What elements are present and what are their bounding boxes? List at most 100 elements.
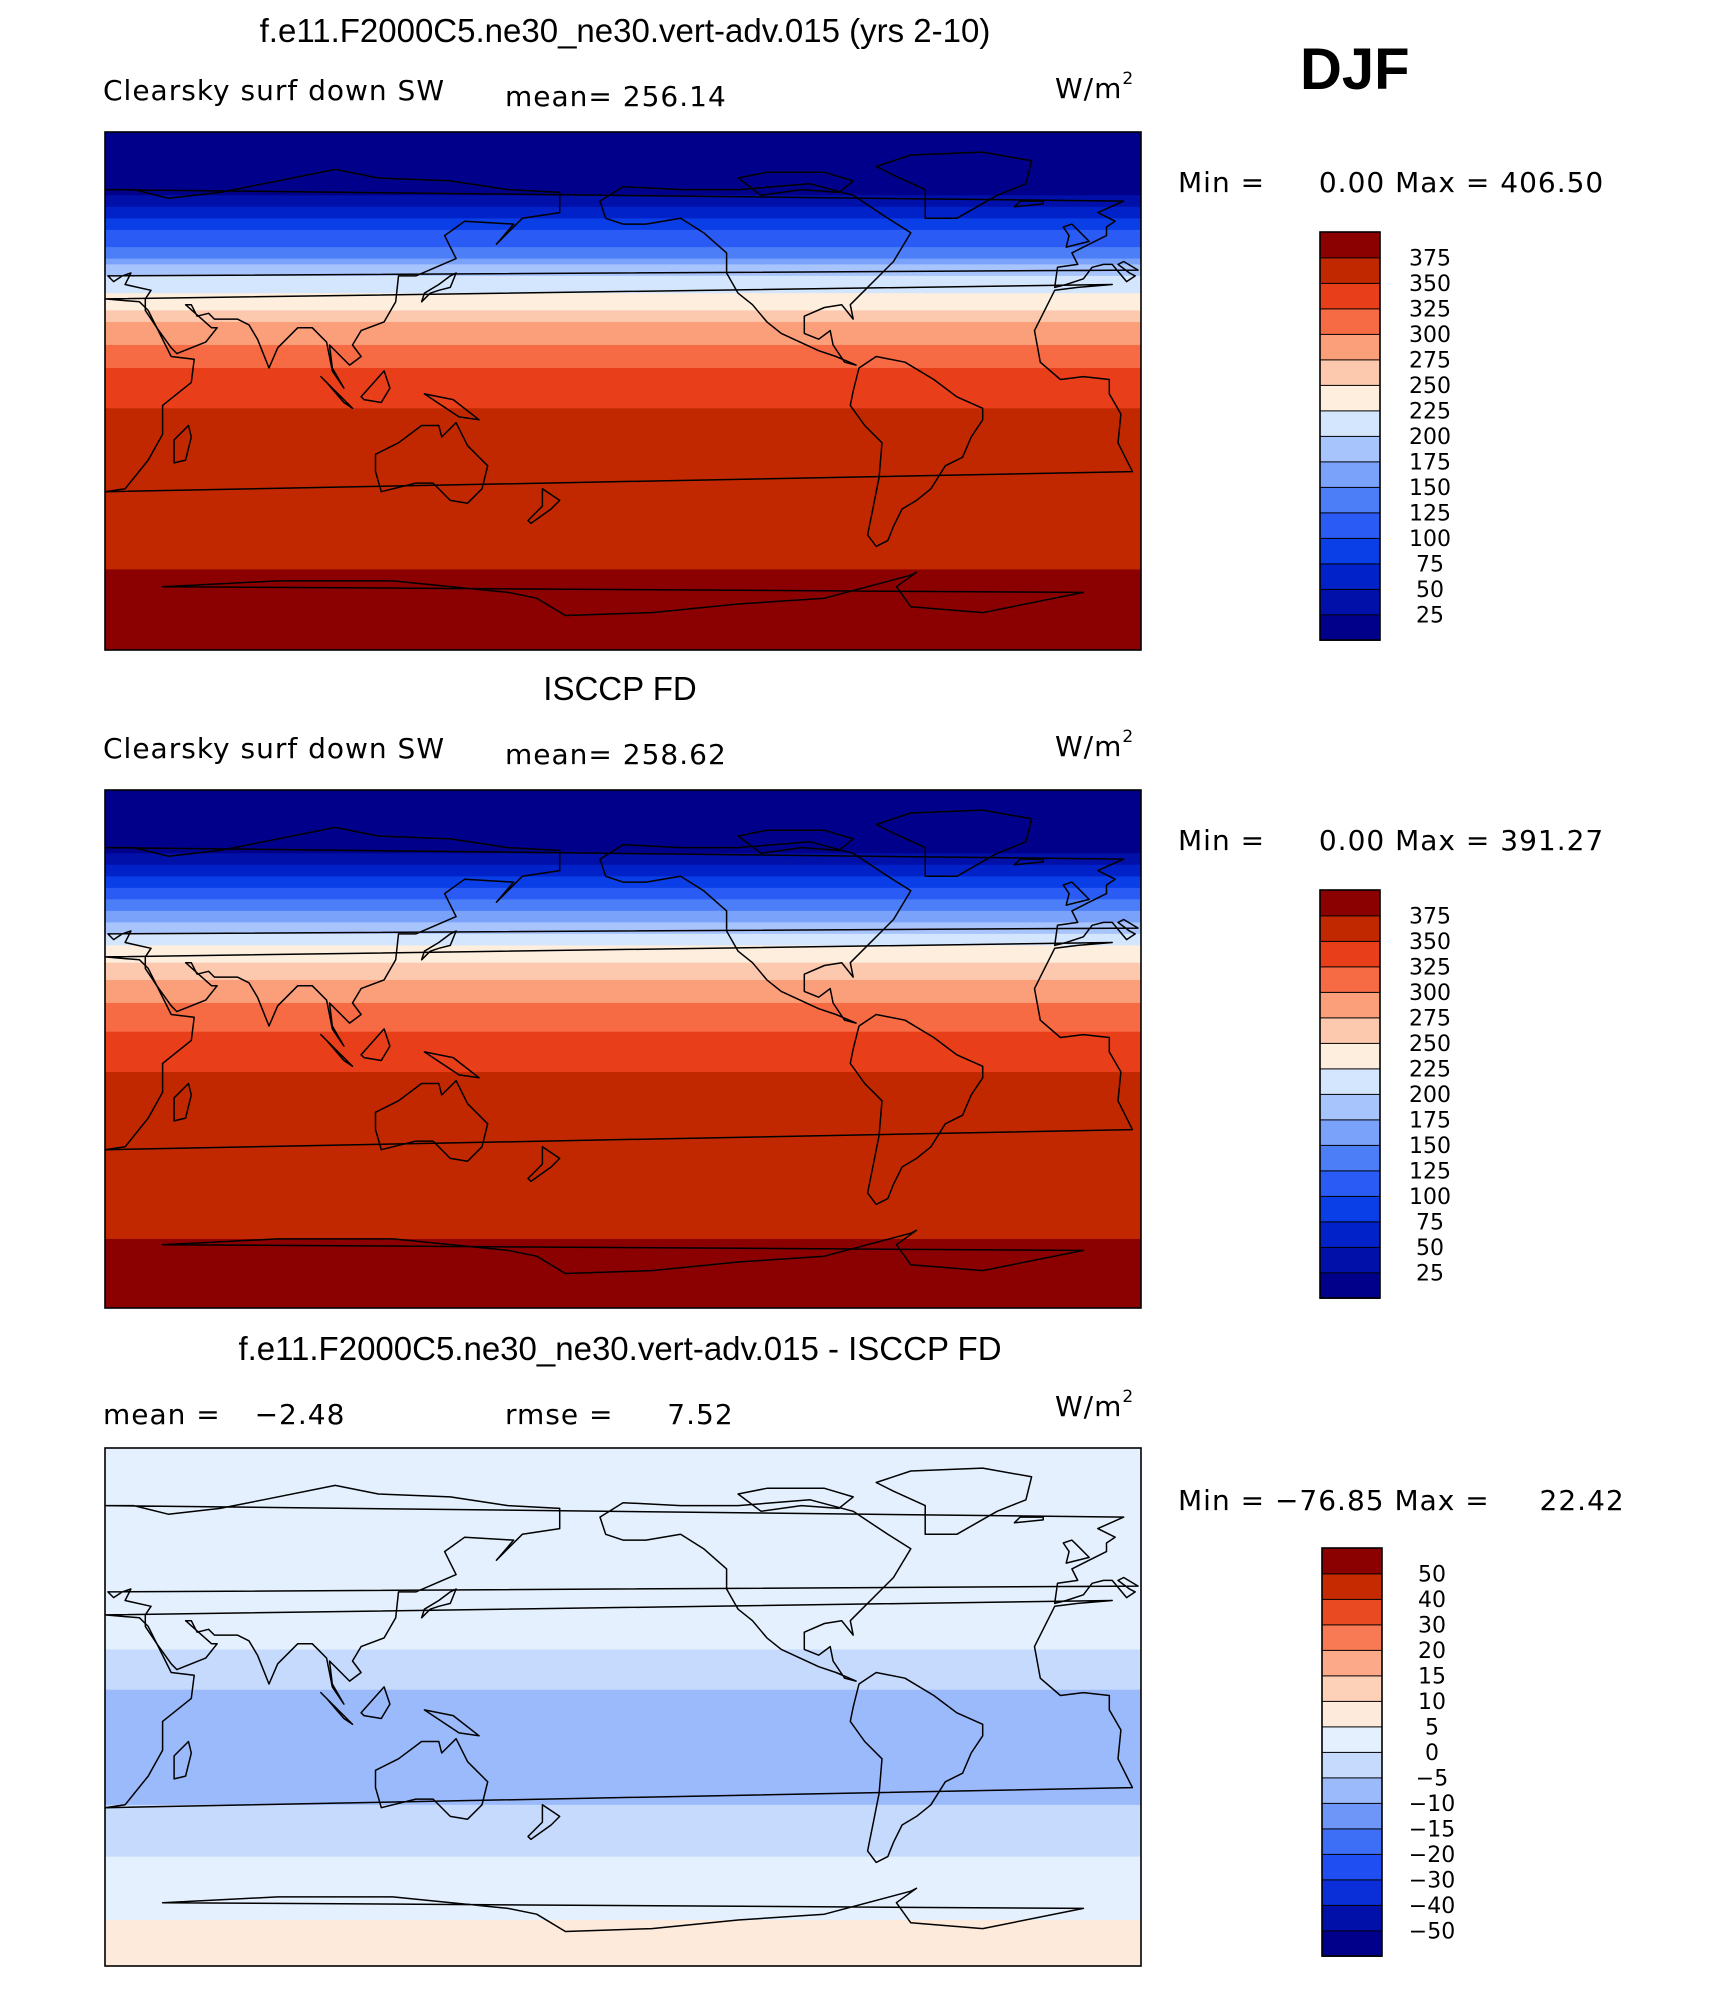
map2-band — [105, 870, 1141, 877]
colorbar3-swatch — [1321, 1547, 1383, 1575]
map3-band — [105, 1873, 1141, 1881]
colorbar1-tick-label: 75 — [1416, 553, 1444, 578]
map2-band — [105, 1296, 1141, 1303]
panel1-mean-value: 256.14 — [622, 80, 727, 113]
map3-band — [105, 1776, 1141, 1783]
colorbar2-swatch — [1319, 1119, 1381, 1146]
map2-band — [105, 1261, 1141, 1269]
colorbar2-tick-label: 125 — [1409, 1160, 1451, 1185]
map2-band — [105, 1106, 1141, 1113]
panel2-units-exp: 2 — [1122, 726, 1135, 747]
map1-band — [105, 344, 1141, 352]
colorbar2-swatch — [1319, 1093, 1381, 1121]
map1-band — [105, 264, 1141, 271]
colorbar2-tick-label: 175 — [1409, 1109, 1451, 1134]
map1-band — [105, 229, 1141, 237]
map3-band — [105, 1799, 1141, 1806]
panel1-units-base: W/m — [1055, 72, 1123, 105]
map2-band — [105, 818, 1141, 826]
map1-band — [105, 195, 1141, 202]
colorbar2-tick-label: 300 — [1409, 981, 1451, 1006]
map1-band — [105, 367, 1141, 375]
map3-band — [105, 1494, 1141, 1501]
map2-band — [105, 1089, 1141, 1096]
map2-coastline — [423, 1051, 480, 1079]
colorbar2-swatch — [1319, 889, 1381, 917]
colorbar1-swatch — [1319, 333, 1381, 361]
panel1-title: f.e11.F2000C5.ne30_ne30.vert-adv.015 (yr… — [259, 12, 991, 49]
panel2-units: W/m2 — [1055, 726, 1135, 763]
map2-band — [105, 1210, 1141, 1217]
map2-band — [105, 956, 1141, 964]
map2-band — [105, 1279, 1141, 1286]
map2-coastline — [420, 930, 457, 961]
colorbar2-tick-label: 225 — [1409, 1058, 1451, 1083]
map3-band — [105, 1695, 1141, 1702]
map2-band — [105, 1158, 1141, 1165]
map3-band — [105, 1591, 1141, 1599]
map2-band — [105, 1204, 1141, 1211]
map1-band — [105, 529, 1141, 536]
map1-band — [105, 500, 1141, 507]
map2-band — [105, 1077, 1141, 1085]
colorbar3-tick-label: −30 — [1409, 1869, 1455, 1894]
map3-coastline — [420, 1588, 457, 1619]
colorbar1-tick-label: 125 — [1409, 502, 1451, 527]
map2-band — [105, 905, 1141, 912]
colorbar2-swatch — [1319, 915, 1381, 942]
map3-band — [105, 1557, 1141, 1564]
map2-band — [105, 790, 1141, 797]
map1-coastline — [420, 272, 457, 303]
colorbar1-tick-label: 275 — [1409, 349, 1451, 374]
colorbar3-tick-label: −50 — [1409, 1920, 1455, 1945]
colorbar1-tick-label: 50 — [1416, 578, 1444, 603]
map2-band — [105, 1250, 1141, 1257]
map2-band — [105, 1152, 1141, 1159]
map2-band — [105, 1054, 1141, 1062]
map3-band — [105, 1833, 1141, 1840]
map1-band — [105, 149, 1141, 156]
map2-band — [105, 1164, 1141, 1171]
map3-band — [105, 1908, 1141, 1915]
map3-band — [105, 1655, 1141, 1662]
map3-band — [105, 1931, 1141, 1938]
colorbar3-tick-label: −10 — [1409, 1792, 1455, 1817]
map1-band — [105, 592, 1141, 599]
map1-band — [105, 356, 1141, 363]
map2-band — [105, 1129, 1141, 1136]
map1-band — [105, 316, 1141, 323]
colorbar1-tick-label: 325 — [1409, 298, 1451, 323]
colorbar2-swatch — [1319, 1017, 1381, 1044]
map1-band — [105, 304, 1141, 312]
colorbar3-tick-label: 40 — [1418, 1588, 1446, 1613]
colorbar3-swatch — [1321, 1649, 1383, 1677]
panel1-max-value: 406.50 — [1500, 166, 1605, 199]
map1-band — [105, 638, 1141, 645]
colorbar2-swatch — [1319, 1170, 1381, 1197]
colorbar3-swatch — [1321, 1573, 1383, 1600]
map3-coastline — [320, 1691, 354, 1726]
map3-band — [105, 1845, 1141, 1852]
map3-coastline — [1062, 1539, 1090, 1564]
map2-band — [105, 991, 1141, 998]
map1-band — [105, 517, 1141, 524]
map3-band — [105, 1764, 1141, 1771]
map2-band — [105, 864, 1141, 872]
map2-band — [105, 1100, 1141, 1108]
map3-coastline — [161, 1887, 1085, 1933]
map3-band — [105, 1948, 1141, 1956]
colorbar1-tick-label: 350 — [1409, 272, 1451, 297]
colorbar2-swatch — [1319, 1221, 1381, 1248]
map3-band — [105, 1724, 1141, 1731]
map3-band — [105, 1856, 1141, 1863]
map3-band — [105, 1580, 1141, 1587]
map3-band — [105, 1701, 1141, 1708]
map1-band — [105, 431, 1141, 438]
map1-coastline — [423, 393, 480, 421]
map1-band — [105, 465, 1141, 473]
map3-band — [105, 1603, 1141, 1610]
map3-band — [105, 1885, 1141, 1892]
colorbar2-tick-label: 75 — [1416, 1211, 1444, 1236]
map2-band — [105, 1256, 1141, 1263]
panel2-max-value: 391.27 — [1500, 824, 1605, 857]
